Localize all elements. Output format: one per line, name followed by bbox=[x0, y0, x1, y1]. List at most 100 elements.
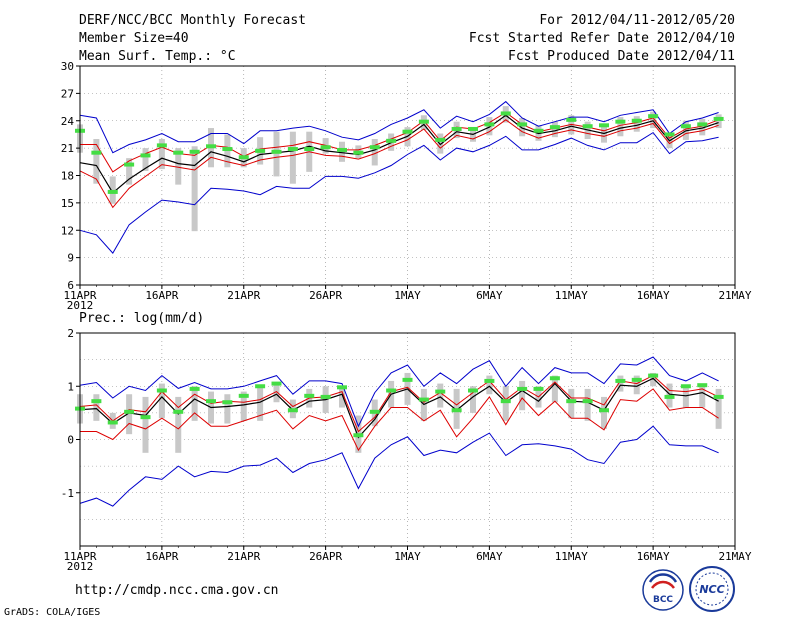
observed-marker bbox=[206, 399, 216, 404]
observed-marker bbox=[156, 388, 167, 393]
y-tick-label: 1 bbox=[67, 380, 74, 393]
x-tick-label: 26APR bbox=[309, 289, 342, 302]
member-size: Member Size=40 bbox=[79, 31, 189, 46]
x-tick-label: 21APR bbox=[227, 289, 260, 302]
spread-box bbox=[699, 383, 706, 408]
x-tick-label: 1MAY bbox=[394, 550, 421, 563]
observed-marker bbox=[435, 389, 446, 394]
observed-marker bbox=[664, 394, 675, 399]
x-tick-label: 6MAY bbox=[476, 289, 503, 302]
x-tick-label: 16APR bbox=[145, 550, 178, 563]
spread-box bbox=[158, 383, 165, 419]
spread-box bbox=[437, 383, 444, 408]
observed-marker bbox=[664, 132, 675, 137]
spread-box bbox=[273, 131, 280, 177]
observed-marker bbox=[287, 147, 298, 152]
observed-marker bbox=[369, 145, 380, 150]
y-tick-label: 27 bbox=[61, 87, 74, 100]
observed-marker bbox=[173, 150, 184, 155]
observed-marker bbox=[337, 385, 347, 390]
observed-marker bbox=[91, 150, 102, 155]
observed-marker bbox=[680, 124, 691, 129]
spread-box bbox=[486, 375, 493, 395]
spread-box bbox=[371, 139, 378, 166]
spread-box bbox=[650, 372, 657, 387]
observed-marker bbox=[451, 126, 462, 131]
observed-marker bbox=[222, 147, 233, 152]
spread-box bbox=[617, 117, 624, 137]
observed-marker bbox=[599, 408, 609, 413]
x-tick-label: 11MAY bbox=[555, 550, 588, 563]
observed-marker bbox=[156, 143, 167, 148]
spread-box bbox=[551, 121, 558, 138]
y-tick-label: 0 bbox=[67, 434, 74, 447]
observed-marker bbox=[402, 129, 413, 134]
observed-marker bbox=[468, 126, 478, 131]
observed-marker bbox=[615, 378, 626, 383]
observed-marker bbox=[304, 393, 315, 398]
y-tick-label: 24 bbox=[61, 115, 75, 128]
x-tick-label: 11APR bbox=[63, 550, 96, 563]
spread-box bbox=[633, 375, 640, 395]
observed-marker bbox=[713, 394, 724, 399]
y-tick-label: 21 bbox=[61, 142, 74, 155]
spread-box bbox=[224, 394, 231, 424]
observed-marker bbox=[648, 114, 659, 119]
observed-marker bbox=[238, 393, 249, 398]
observed-marker bbox=[484, 378, 495, 383]
observed-marker bbox=[238, 155, 249, 160]
spread-box bbox=[715, 388, 722, 429]
observed-marker bbox=[697, 383, 708, 388]
bcc-logo: BCC bbox=[642, 569, 684, 611]
observed-marker bbox=[680, 384, 691, 389]
x-tick-label: 26APR bbox=[309, 550, 342, 563]
spread-box bbox=[273, 383, 280, 403]
spread-box bbox=[289, 131, 296, 184]
observed-marker bbox=[304, 147, 315, 152]
y-tick-label: 6 bbox=[67, 279, 74, 292]
observed-marker bbox=[500, 399, 511, 404]
observed-marker bbox=[648, 373, 659, 378]
observed-marker bbox=[140, 153, 151, 158]
low-line bbox=[79, 119, 719, 209]
observed-marker bbox=[320, 145, 331, 150]
forecast-produced-date: Fcst Produced Date 2012/04/11 bbox=[508, 49, 735, 64]
observed-marker bbox=[107, 189, 118, 194]
forecast-start-date: Fcst Started Refer Date 2012/04/10 bbox=[469, 31, 735, 46]
observed-marker bbox=[418, 119, 429, 124]
observed-marker bbox=[484, 122, 495, 127]
x-tick-label: 21MAY bbox=[718, 550, 751, 563]
x-tick-label: 11APR bbox=[63, 289, 96, 302]
spread-box bbox=[650, 111, 657, 129]
x-tick-label: 6MAY bbox=[476, 550, 503, 563]
mean-line bbox=[79, 114, 719, 194]
x-tick-label: 1MAY bbox=[394, 289, 421, 302]
spread-box bbox=[126, 158, 133, 185]
observed-marker bbox=[533, 128, 544, 133]
spread-box bbox=[175, 148, 182, 185]
observed-marker bbox=[631, 377, 642, 382]
x-tick-label: 16APR bbox=[145, 289, 178, 302]
spread-box bbox=[519, 118, 526, 137]
observed-marker bbox=[435, 137, 446, 142]
lower-line bbox=[79, 425, 719, 507]
observed-marker bbox=[124, 409, 135, 414]
spread-box bbox=[584, 388, 591, 421]
spread-box bbox=[191, 146, 198, 232]
spread-box bbox=[633, 116, 640, 132]
source-url[interactable]: http://cmdp.ncc.cma.gov.cn bbox=[75, 583, 279, 598]
observed-marker bbox=[337, 147, 347, 152]
spread-box bbox=[682, 386, 689, 408]
bcc-logo-text: BCC bbox=[653, 595, 673, 605]
spread-box bbox=[126, 394, 133, 435]
low-line bbox=[80, 388, 719, 452]
lower-line bbox=[79, 131, 719, 254]
spread-box bbox=[568, 388, 575, 419]
observed-marker bbox=[566, 117, 577, 122]
observed-marker bbox=[287, 408, 298, 413]
observed-marker bbox=[124, 162, 135, 167]
spread-box bbox=[339, 386, 345, 408]
